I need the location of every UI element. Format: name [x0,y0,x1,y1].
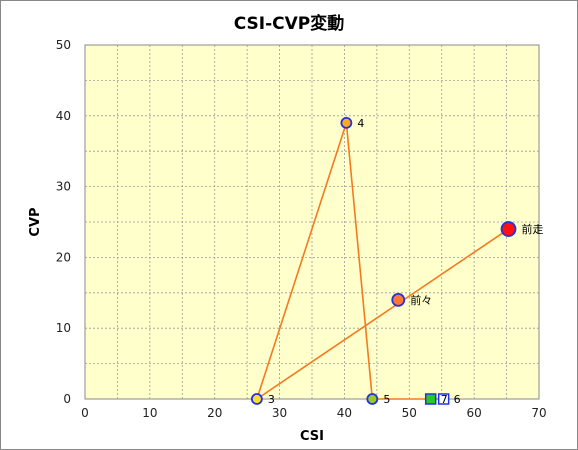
point-label-4: 4 [357,117,364,130]
point-label-6: 6 [454,393,461,406]
chart-title: CSI-CVP変動 [234,13,345,34]
x-tick-label: 40 [337,406,352,420]
point-marker-前々 [391,292,406,307]
y-axis-label: CVP [28,207,43,236]
x-axis-label: CSI [300,429,324,444]
x-tick-label: 30 [272,406,287,420]
y-tick-label: 0 [63,392,71,406]
point-label-5: 5 [383,393,390,406]
x-tick-label: 0 [81,406,89,420]
point-label-7: 7 [441,393,448,406]
y-tick-label: 40 [56,109,71,123]
point-marker-3 [250,393,263,405]
point-label-前走: 前走 [522,222,544,236]
point-marker-4 [340,116,353,129]
point-marker-7 [424,393,437,405]
point-marker-5 [366,393,379,405]
series-markers [250,116,517,405]
point-label-3: 3 [268,393,275,406]
y-tick-label: 10 [56,321,71,335]
x-tick-label: 10 [142,406,157,420]
x-tick-label: 70 [531,406,546,420]
x-tick-label: 60 [467,406,482,420]
point-marker-6 [437,393,450,405]
y-tick-label: 20 [56,250,71,264]
x-tick-label: 50 [402,406,417,420]
point-marker-前走 [500,221,517,237]
tick-labels: 0 10 20 30 40 50 60 70 0 10 20 30 40 50 [56,38,547,420]
point-label-前々: 前々 [410,293,432,307]
x-tick-label: 20 [207,406,222,420]
y-tick-label: 50 [56,38,71,52]
y-tick-label: 30 [56,180,71,194]
